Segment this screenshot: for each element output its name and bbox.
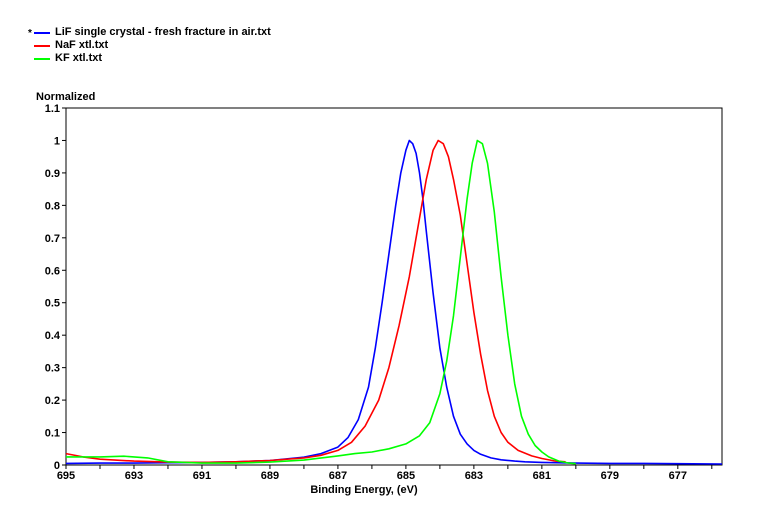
y-tick-label: 0 — [54, 460, 60, 472]
y-tick-label: 0.8 — [45, 200, 60, 212]
series-line-2 — [65, 139, 566, 464]
x-axis-label: Binding Energy, (eV) — [310, 484, 418, 496]
x-tick-label: 695 — [57, 470, 75, 482]
legend-label: KF xtl.txt — [55, 52, 103, 64]
x-axis: 695 693 691 689 687 685 683 681 679 677 — [57, 465, 713, 482]
x-tick-label: 679 — [601, 470, 619, 482]
y-tick-label: 0.3 — [45, 363, 60, 375]
legend-active-marker: * — [28, 28, 32, 39]
x-tick-label: 677 — [669, 470, 687, 482]
legend-swatch — [34, 58, 50, 60]
y-tick-label: 0.2 — [45, 395, 60, 407]
y-tick-label: 0.6 — [45, 265, 60, 277]
x-tick-label: 693 — [125, 470, 143, 482]
y-tick-label: 0.5 — [45, 298, 60, 310]
y-tick-label: 0.9 — [45, 168, 60, 180]
y-axis: 0 0.1 0.2 0.3 0.4 0.5 0.6 0.7 0.8 0.9 1 1.1 — [45, 103, 66, 472]
legend-label: LiF single crystal - fresh fracture in a… — [55, 26, 271, 38]
x-tick-label: 689 — [261, 470, 279, 482]
y-tick-label: 1.1 — [45, 103, 60, 115]
y-tick-label: 1 — [54, 135, 60, 147]
plot-frame — [65, 107, 723, 466]
y-tick-label: 0.7 — [45, 233, 60, 245]
x-tick-label: 685 — [397, 470, 415, 482]
x-tick-label: 681 — [533, 470, 551, 482]
x-tick-label: 687 — [329, 470, 347, 482]
legend-label: NaF xtl.txt — [55, 39, 109, 51]
y-tick-label: 0.1 — [45, 428, 60, 440]
series-line-1 — [65, 139, 723, 465]
series-line-3 — [66, 139, 576, 465]
x-tick-label: 683 — [465, 470, 483, 482]
x-tick-label: 691 — [193, 470, 211, 482]
legend-swatch — [34, 45, 50, 47]
y-axis-label: Normalized — [36, 91, 96, 103]
legend-swatch — [34, 32, 50, 34]
series-layer — [65, 139, 723, 465]
y-tick-label: 0.4 — [45, 330, 61, 342]
